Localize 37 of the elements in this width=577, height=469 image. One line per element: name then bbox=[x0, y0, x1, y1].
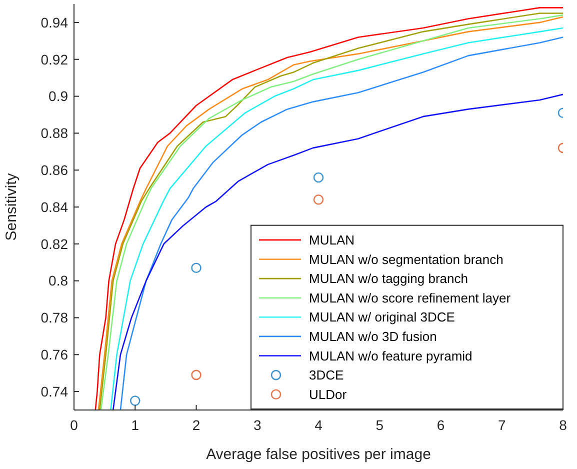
y-tick-label: 0.78 bbox=[40, 310, 68, 326]
y-tick-label: 0.8 bbox=[48, 272, 68, 289]
y-tick-label: 0.74 bbox=[40, 383, 68, 400]
x-tick-label: 2 bbox=[192, 417, 200, 433]
x-tick-label: 6 bbox=[436, 417, 445, 433]
y-tick-label: 0.86 bbox=[40, 162, 68, 178]
point bbox=[130, 396, 140, 406]
y-tick-label: 0.9 bbox=[48, 88, 68, 104]
y-tick-label: 0.92 bbox=[40, 51, 68, 68]
x-tick-label: 3 bbox=[253, 417, 262, 433]
point bbox=[313, 172, 324, 183]
y-tick-label: 0.88 bbox=[40, 125, 68, 142]
legend-label: MULAN w/o feature pyramid bbox=[309, 348, 472, 364]
x-tick-label: 8 bbox=[559, 417, 568, 433]
legend-label: 3DCE bbox=[309, 368, 344, 383]
y-tick-label: 0.76 bbox=[40, 346, 68, 363]
legend-label: MULAN bbox=[309, 232, 355, 248]
legend-label: MULAN w/o 3D fusion bbox=[309, 329, 437, 344]
point bbox=[191, 262, 202, 274]
legend-label: MULAN w/o segmentation branch bbox=[309, 252, 504, 267]
y-tick-label: 0.84 bbox=[40, 198, 68, 215]
x-tick-label: 1 bbox=[131, 417, 140, 433]
x-axis-title: Average false positives per image bbox=[206, 446, 431, 463]
x-tick-label: 7 bbox=[498, 417, 506, 433]
y-tick-label: 0.82 bbox=[40, 236, 68, 252]
point bbox=[313, 194, 324, 205]
point bbox=[191, 370, 202, 380]
x-tick-label: 5 bbox=[376, 417, 384, 433]
y-tick-label: 0.94 bbox=[40, 14, 68, 30]
legend-label: ULDor bbox=[309, 386, 348, 402]
legend-label: MULAN w/o score refinement layer bbox=[309, 290, 512, 306]
legend-label: MULAN w/o tagging branch bbox=[309, 271, 468, 286]
legend-label: MULAN w/ original 3DCE bbox=[309, 310, 456, 325]
line-series bbox=[112, 94, 563, 410]
x-tick-label: 0 bbox=[70, 417, 78, 433]
x-tick-label: 4 bbox=[314, 417, 323, 433]
y-axis-title: Sensitivity bbox=[3, 172, 20, 241]
